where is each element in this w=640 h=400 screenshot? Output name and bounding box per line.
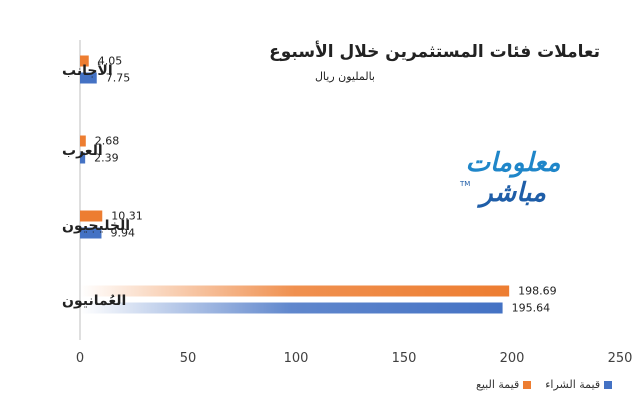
x-tick-label-4: 200 <box>500 351 525 366</box>
legend-swatch-buy <box>604 380 613 389</box>
bar-buy-0 <box>80 72 97 84</box>
legend-label-buy: قيمة الشراء <box>545 378 601 391</box>
bar-label-sell-0: 4.05 <box>98 55 123 68</box>
x-tick-label-2: 100 <box>284 351 309 366</box>
bar-sell-2 <box>80 210 103 222</box>
chart-title: تعاملات فئات المستثمرين خلال الأسبوع <box>269 42 600 62</box>
x-tick-label-0: 0 <box>76 351 84 366</box>
legend-item-buy: قيمة الشراء <box>545 378 613 391</box>
category-label-1: العرب <box>62 143 103 159</box>
bar-buy-3 <box>80 302 503 314</box>
bar-label-buy-0: 7.75 <box>106 72 130 85</box>
legend-swatch-sell <box>523 380 532 389</box>
bar-sell-1 <box>80 135 86 147</box>
legend-item-sell: قيمة البيع <box>476 378 532 391</box>
logo-trademark: TM <box>460 180 471 188</box>
bar-label-sell-2: 10.31 <box>111 210 142 223</box>
bar-sell-0 <box>80 55 89 67</box>
logo-line-1: معلومات <box>465 148 561 178</box>
bar-label-sell-3: 198.69 <box>518 285 557 298</box>
chart-subtitle: بالمليون ريال <box>314 70 375 83</box>
legend-label-sell: قيمة البيع <box>476 378 520 391</box>
bar-sell-3 <box>80 285 510 297</box>
logo-line-2: مباشر <box>480 178 546 208</box>
x-tick-label-5: 250 <box>608 351 633 366</box>
category-label-3: العُمانيون <box>62 293 126 309</box>
brand-logo: معلومات مباشر TM <box>458 148 568 218</box>
chart-legend: قيمة الشراء قيمة البيع <box>476 378 613 391</box>
category-label-2: الخليجيون <box>62 218 130 234</box>
x-tick-label-3: 150 <box>392 351 417 366</box>
bar-buy-2 <box>80 227 102 239</box>
bar-label-buy-1: 2.39 <box>94 152 119 165</box>
x-tick-label-1: 50 <box>180 351 197 366</box>
bar-label-sell-1: 2.68 <box>95 135 120 148</box>
bar-label-buy-2: 9.94 <box>110 227 135 240</box>
bar-label-buy-3: 195.64 <box>512 302 551 315</box>
bar-buy-1 <box>80 152 86 164</box>
category-label-0: الأجانب <box>62 62 113 79</box>
